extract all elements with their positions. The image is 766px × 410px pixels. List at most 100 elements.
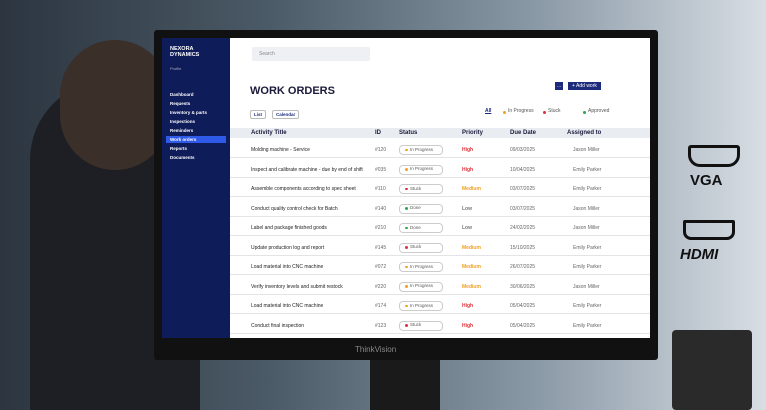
row-divider (230, 274, 650, 275)
status-dot (405, 246, 408, 249)
nav-item[interactable]: Requests (170, 101, 191, 106)
nav-item[interactable]: Inventory & parts (170, 110, 208, 115)
search-placeholder: Search (259, 51, 275, 57)
priority: Medium (462, 283, 481, 290)
assignee: Emily Parker (573, 322, 602, 329)
priority: Low (462, 205, 472, 212)
hdmi-icon (683, 220, 735, 240)
activity-title[interactable]: Load material into CNC machine (251, 264, 324, 270)
row-divider (230, 235, 650, 236)
priority: Medium (462, 186, 481, 192)
assignee: Emily Parker (573, 166, 602, 173)
activity-title[interactable]: Conduct quality control check for Batch (251, 205, 338, 212)
status-pill (399, 164, 443, 175)
status-dot (405, 187, 408, 190)
nav-item[interactable]: Reports (170, 146, 188, 151)
status: Stuck (410, 322, 422, 327)
due-date: 03/07/2025 (510, 186, 536, 192)
activity-title[interactable]: Update production log and report (251, 244, 325, 251)
speaker (672, 330, 752, 410)
nav-item[interactable]: Reminders (170, 128, 194, 133)
order-id: #123 (375, 322, 387, 329)
activity-title[interactable]: Assemble components according to spec sh… (251, 186, 356, 192)
status-pill (399, 301, 443, 311)
column-header: Activity Title (251, 130, 287, 136)
hdmi-label: HDMI (680, 246, 719, 263)
row-divider (230, 176, 650, 178)
status-pill (399, 184, 443, 194)
filter[interactable]: Approved (588, 108, 610, 114)
row-divider (230, 215, 650, 217)
due-date: 05/04/2025 (510, 322, 536, 329)
status-pill (399, 320, 443, 331)
assignee: Jason Miller (573, 205, 600, 212)
status-pill (399, 145, 443, 155)
column-header: ID (375, 130, 381, 136)
status-dot (405, 207, 408, 210)
activity-title[interactable]: Label and package finished goods (251, 225, 327, 231)
order-id: #210 (375, 225, 387, 231)
sidebar: NEXORA DYNAMICS Profile Dashboard Request… (162, 38, 230, 338)
due-date: 03/07/2025 (510, 205, 536, 212)
column-header: Status (399, 130, 418, 136)
activity-title[interactable]: Verify inventory levels and submit resto… (251, 283, 343, 290)
status-pill (399, 262, 443, 272)
order-id: #145 (375, 244, 387, 251)
order-id: #072 (375, 264, 387, 270)
assignee: Emily Parker (573, 244, 602, 251)
due-date: 09/03/2025 (510, 147, 536, 153)
filter[interactable]: All (485, 108, 492, 114)
assignee: Jason Miller (573, 147, 600, 153)
assignee: Emily Parker (573, 264, 602, 270)
nav-item[interactable]: Work orders (166, 136, 226, 143)
vga-icon (688, 145, 740, 167)
priority: High (462, 166, 474, 173)
column-header: Assigned to (567, 130, 602, 136)
priority: Medium (462, 264, 481, 270)
due-date: 15/10/2025 (510, 244, 536, 251)
activity-title[interactable]: Load material into CNC machine (251, 303, 324, 309)
status: In Progress (410, 146, 434, 152)
filter[interactable]: Stuck (548, 108, 561, 114)
order-id: #220 (375, 283, 387, 290)
profile: Profile (170, 66, 182, 71)
status: In Progress (410, 302, 434, 308)
nav-item[interactable]: Documents (170, 155, 195, 160)
status-dot (405, 168, 408, 171)
view-toggle[interactable]: List (250, 110, 267, 119)
nav-item[interactable]: Dashboard (170, 92, 194, 97)
search-box[interactable] (252, 47, 370, 61)
status-pill (399, 223, 443, 233)
priority: High (462, 147, 474, 153)
view-toggle[interactable]: Calendar (272, 110, 300, 119)
order-id: #110 (375, 186, 386, 192)
status: Stuck (410, 185, 422, 191)
activity-title[interactable]: Conduct final inspection (251, 322, 305, 329)
more-button[interactable]: ... (555, 82, 564, 90)
activity-title[interactable]: Inspect and calibrate machine - due by e… (251, 166, 363, 173)
row-divider (230, 332, 650, 334)
person-head (60, 40, 170, 170)
screen: NEXORA DYNAMICS Profile Dashboard Request… (162, 38, 650, 338)
filter-dot (503, 111, 506, 114)
add-work-button[interactable]: + Add work (568, 82, 601, 90)
row-divider (230, 196, 650, 197)
page-title: WORK ORDERS (250, 85, 335, 97)
status: Stuck (410, 244, 422, 249)
due-date: 26/07/2025 (510, 264, 536, 270)
status-dot (405, 148, 408, 151)
activity-title[interactable]: Molding machine - Service (251, 147, 310, 153)
priority: Medium (462, 244, 481, 251)
order-id: #035 (375, 166, 387, 173)
filter-dot (543, 111, 546, 114)
row-divider (230, 254, 650, 256)
due-date: 05/04/2025 (510, 303, 536, 309)
status-dot (405, 226, 408, 229)
filter[interactable]: In Progress (508, 108, 534, 114)
status: In Progress (410, 283, 434, 288)
nav-item[interactable]: Inspections (170, 119, 196, 124)
status: In Progress (410, 263, 434, 269)
status-pill (399, 203, 443, 214)
vga-label: VGA (690, 172, 723, 189)
